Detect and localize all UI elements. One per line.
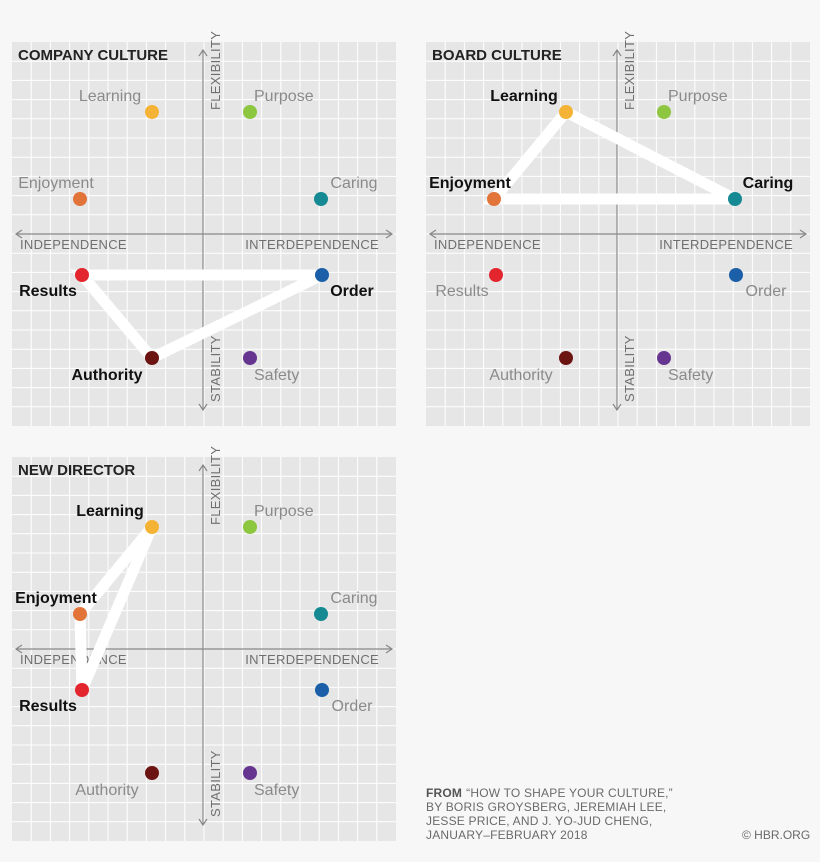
order-label: Order — [746, 283, 788, 300]
axis-label-right: INTERDEPENDENCE — [659, 237, 793, 252]
results-label: Results — [19, 283, 77, 300]
results-label: Results — [19, 698, 77, 715]
source-line-3: JESSE PRICE, AND J. YO-JUD CHENG, — [426, 814, 653, 828]
safety-label: Safety — [668, 367, 713, 384]
caring-dot — [728, 192, 742, 206]
purpose-dot — [243, 105, 257, 119]
authority-label: Authority — [71, 367, 142, 384]
order-label: Order — [332, 698, 374, 715]
axis-label-top: FLEXIBILITY — [208, 446, 223, 525]
safety-label: Safety — [254, 782, 299, 799]
results-label: Results — [435, 283, 488, 300]
order-label: Order — [330, 283, 374, 300]
learning-label: Learning — [76, 503, 144, 520]
axis-label-bottom: STABILITY — [208, 750, 223, 817]
source-lead: FROM — [426, 786, 463, 800]
copyright: © HBR.ORG — [742, 828, 811, 842]
panel-2: FLEXIBILITY STABILITY INDEPENDENCE INTERDEP… — [426, 31, 810, 426]
axes — [428, 48, 808, 412]
panel-3: FLEXIBILITY STABILITY INDEPENDENCE INTERDEP… — [12, 446, 396, 841]
caring-dot — [314, 192, 328, 206]
enjoyment-label: Enjoyment — [18, 175, 94, 192]
purpose-label: Purpose — [668, 88, 728, 105]
safety-label: Safety — [254, 367, 299, 384]
panel-1: FLEXIBILITY STABILITY INDEPENDENCE INTERDEP… — [12, 31, 396, 426]
enjoyment-dot — [73, 192, 87, 206]
panel-title: BOARD CULTURE — [432, 47, 562, 64]
source-credit: FROM “HOW TO SHAPE YOUR CULTURE,” BY BORI… — [426, 786, 673, 842]
purpose-label: Purpose — [254, 88, 314, 105]
results-dot — [75, 268, 89, 282]
source-line-1: “HOW TO SHAPE YOUR CULTURE,” — [466, 786, 673, 800]
axis-label-left: INDEPENDENCE — [20, 237, 127, 252]
results-dot — [489, 268, 503, 282]
axis-label-top: FLEXIBILITY — [622, 31, 637, 110]
enjoyment-dot — [487, 192, 501, 206]
axis-label-bottom: STABILITY — [208, 335, 223, 402]
results-dot — [75, 683, 89, 697]
order-dot — [315, 268, 329, 282]
axis-label-left: INDEPENDENCE — [434, 237, 541, 252]
purpose-dot — [243, 520, 257, 534]
authority-label: Authority — [489, 367, 552, 384]
order-dot — [315, 683, 329, 697]
enjoyment-label: Enjoyment — [15, 590, 97, 607]
learning-dot — [559, 105, 573, 119]
axis-label-right: INTERDEPENDENCE — [245, 652, 379, 667]
axis-label-left: INDEPENDENCE — [20, 652, 127, 667]
source-line-2: BY BORIS GROYSBERG, JEREMIAH LEE, — [426, 800, 667, 814]
safety-dot — [657, 351, 671, 365]
enjoyment-label: Enjoyment — [429, 175, 511, 192]
learning-dot — [145, 105, 159, 119]
authority-label: Authority — [75, 782, 138, 799]
caring-label: Caring — [330, 175, 377, 192]
caring-dot — [314, 607, 328, 621]
axis-label-bottom: STABILITY — [622, 335, 637, 402]
order-dot — [729, 268, 743, 282]
enjoyment-dot — [73, 607, 87, 621]
panel-title: COMPANY CULTURE — [18, 47, 168, 64]
authority-dot — [145, 766, 159, 780]
purpose-dot — [657, 105, 671, 119]
caring-label: Caring — [330, 590, 377, 607]
authority-dot — [145, 351, 159, 365]
learning-dot — [145, 520, 159, 534]
axis-label-top: FLEXIBILITY — [208, 31, 223, 110]
safety-dot — [243, 766, 257, 780]
learning-label: Learning — [490, 88, 558, 105]
panel-title: NEW DIRECTOR — [18, 462, 135, 479]
learning-label: Learning — [79, 88, 141, 105]
highlight-path — [74, 523, 158, 693]
axes — [14, 48, 394, 412]
highlight-path — [482, 105, 738, 205]
axis-label-right: INTERDEPENDENCE — [245, 237, 379, 252]
highlight-path — [70, 269, 325, 365]
authority-dot — [559, 351, 573, 365]
safety-dot — [243, 351, 257, 365]
purpose-label: Purpose — [254, 503, 314, 520]
caring-label: Caring — [743, 175, 794, 192]
source-line-4: JANUARY–FEBRUARY 2018 — [426, 828, 588, 842]
